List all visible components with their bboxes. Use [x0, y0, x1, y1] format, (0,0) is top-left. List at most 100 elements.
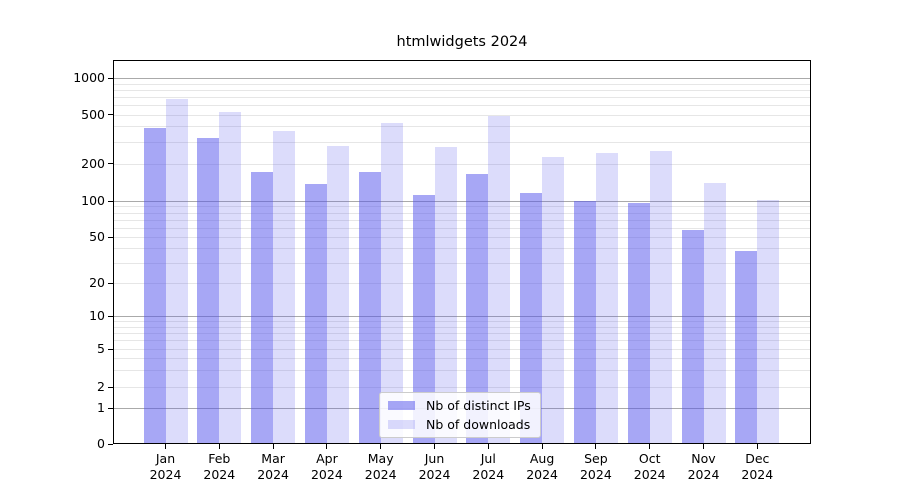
y-tick-label-500: 500: [81, 106, 105, 122]
bar-ips-mar: [251, 171, 274, 444]
x-tick-label-line: 2024: [687, 466, 720, 482]
bar-ips-jan: [143, 127, 166, 444]
gridline-minor-900: [113, 83, 811, 85]
x-tickmark-dec: [756, 444, 758, 449]
gridline-major-100: [113, 201, 811, 202]
x-tick-label-line: 2024: [149, 466, 182, 482]
x-tickmark-aug: [541, 444, 543, 449]
legend-swatch-distinct-ips: [388, 401, 415, 410]
legend-swatch-downloads: [388, 420, 415, 429]
gridline-minor-500: [113, 114, 811, 116]
x-tick-label-line: 2024: [633, 466, 666, 482]
bar-downloads-dec: [757, 199, 780, 444]
gridline-minor-6: [113, 340, 811, 342]
bar-ips-oct: [627, 202, 650, 444]
y-tick-label-0: 0: [97, 436, 105, 451]
legend-label-distinct-ips: Nb of distinct IPs: [426, 398, 531, 413]
gridline-minor-200: [113, 163, 811, 165]
bar-ips-dec: [735, 250, 758, 444]
legend: Nb of distinct IPs Nb of downloads: [379, 392, 541, 438]
bar-downloads-may: [380, 122, 403, 444]
bar-downloads-mar: [273, 131, 296, 444]
x-tickmark-oct: [649, 444, 651, 449]
x-tick-label-oct: Oct 2024: [618, 451, 682, 482]
legend-item-downloads: Nb of downloads: [388, 417, 531, 432]
x-tick-label-line: 2024: [579, 466, 612, 482]
gridline-minor-400: [113, 126, 811, 128]
y-tick-label-5: 5: [97, 341, 105, 356]
x-tick-label-aug: Aug 2024: [510, 451, 574, 482]
bar-downloads-jul: [488, 115, 511, 444]
y-tick-label-200: 200: [81, 155, 105, 171]
bar-downloads-jun: [434, 147, 457, 444]
x-tick-label-line: 2024: [310, 466, 343, 482]
gridline-minor-70: [113, 219, 811, 221]
x-tick-label-line: 2024: [526, 466, 558, 482]
x-tick-label-feb: Feb 2024: [187, 451, 251, 482]
bar-downloads-oct: [649, 150, 672, 444]
bar-ips-jul: [466, 173, 489, 444]
x-tick-label-line: Nov: [691, 451, 716, 466]
bar-ips-jun: [412, 194, 435, 444]
plot-area: [113, 60, 811, 444]
bar-ips-feb: [197, 138, 220, 444]
x-tick-label-line: 2024: [257, 466, 289, 482]
x-tick-label-apr: Apr 2024: [295, 451, 359, 482]
x-tick-label-jun: Jun 2024: [403, 451, 467, 482]
gridline-minor-3: [113, 370, 811, 372]
gridline-minor-700: [113, 96, 811, 98]
x-tickmark-may: [380, 444, 382, 449]
gridline-major-10: [113, 316, 811, 317]
y-tick-label-100: 100: [81, 193, 105, 208]
x-tick-label-line: 2024: [472, 466, 505, 482]
x-tick-label-sep: Sep 2024: [564, 451, 628, 482]
x-tick-label-line: Apr: [316, 451, 338, 466]
y-tick-label-50: 50: [89, 229, 105, 244]
x-tickmark-apr: [326, 444, 328, 449]
gridline-minor-8: [113, 326, 811, 328]
x-tickmark-sep: [595, 444, 597, 449]
gridline-minor-5: [113, 349, 811, 350]
x-tickmark-feb: [218, 444, 220, 449]
gridline-minor-800: [113, 89, 811, 91]
bar-ips-nov: [681, 230, 704, 444]
x-tick-label-line: Aug: [529, 451, 555, 466]
chart-title: htmlwidgets 2024: [396, 34, 528, 50]
y-tick-label-20: 20: [89, 275, 105, 290]
x-tick-label-line: Jan: [155, 451, 176, 466]
bar-downloads-jan: [165, 99, 188, 444]
x-tick-label-dec: Dec 2024: [725, 451, 789, 482]
gridline-minor-2: [113, 387, 811, 388]
legend-item-distinct-ips: Nb of distinct IPs: [388, 398, 531, 413]
gridline-minor-40: [113, 248, 811, 250]
gridline-minor-60: [113, 227, 811, 229]
gridline-minor-7: [113, 332, 811, 334]
x-tick-label-jan: Jan 2024: [134, 451, 198, 482]
bar-downloads-nov: [703, 182, 726, 444]
x-tickmark-jan: [165, 444, 166, 449]
gridline-minor-90: [113, 206, 811, 208]
gridline-minor-30: [113, 262, 811, 264]
bar-ips-may: [358, 172, 381, 444]
x-tick-label-may: May 2024: [349, 451, 413, 482]
gridline-minor-600: [113, 104, 811, 106]
x-tick-label-line: Sep: [584, 451, 608, 466]
x-tick-label-line: May: [367, 451, 394, 466]
y-tick-label-1000: 1000: [73, 70, 105, 85]
x-tick-label-jul: Jul 2024: [456, 451, 520, 482]
x-tick-label-line: 2024: [364, 466, 397, 482]
bar-ips-apr: [304, 183, 327, 444]
y-tick-label-1: 1: [97, 400, 105, 415]
gridline-major-1000: [113, 78, 811, 79]
x-tick-label-nov: Nov 2024: [672, 451, 736, 482]
gridline-minor-300: [113, 141, 811, 143]
x-tickmark-jun: [434, 444, 435, 449]
gridline-minor-20: [113, 283, 811, 284]
x-tick-label-line: Oct: [638, 451, 661, 466]
gridline-minor-4: [113, 358, 811, 360]
x-tickmark-mar: [272, 444, 274, 449]
y-tick-label-2: 2: [97, 379, 105, 394]
gridline-minor-9: [113, 321, 811, 323]
x-tick-label-line: Jun: [424, 451, 445, 466]
x-tick-label-line: Mar: [261, 451, 285, 466]
